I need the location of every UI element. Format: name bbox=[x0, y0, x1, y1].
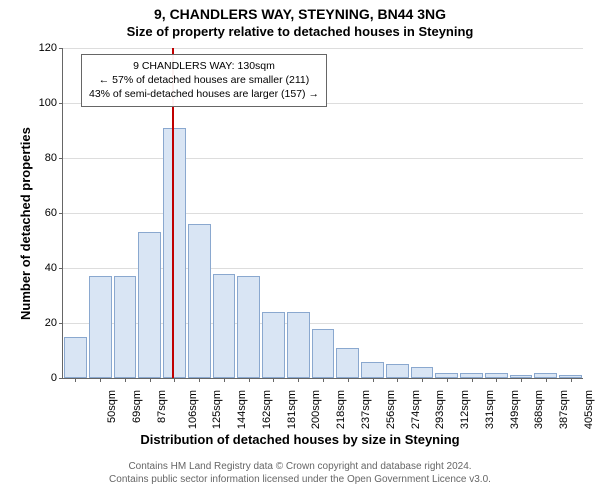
histogram-bar bbox=[188, 224, 211, 378]
y-tick-label: 40 bbox=[45, 262, 57, 274]
x-tick-mark bbox=[298, 378, 299, 382]
histogram-bar bbox=[89, 276, 112, 378]
x-tick-mark bbox=[348, 378, 349, 382]
y-tick-label: 120 bbox=[39, 42, 57, 54]
annotation-line-2: ← 57% of detached houses are smaller (21… bbox=[99, 74, 310, 86]
x-tick-label: 312sqm bbox=[459, 390, 471, 429]
y-tick-mark bbox=[59, 378, 63, 379]
grid-line bbox=[63, 213, 583, 214]
x-tick-label: 50sqm bbox=[106, 390, 118, 423]
grid-line bbox=[63, 158, 583, 159]
x-tick-label: 106sqm bbox=[187, 390, 199, 429]
x-axis-label: Distribution of detached houses by size … bbox=[0, 432, 600, 447]
x-tick-label: 162sqm bbox=[261, 390, 273, 429]
x-tick-mark bbox=[249, 378, 250, 382]
y-tick-mark bbox=[59, 103, 63, 104]
x-tick-mark bbox=[397, 378, 398, 382]
x-tick-label: 144sqm bbox=[236, 390, 248, 429]
grid-line bbox=[63, 48, 583, 49]
x-tick-mark bbox=[125, 378, 126, 382]
histogram-bar bbox=[411, 367, 434, 378]
x-tick-mark bbox=[224, 378, 225, 382]
page-title: 9, CHANDLERS WAY, STEYNING, BN44 3NG bbox=[0, 6, 600, 22]
x-tick-label: 87sqm bbox=[156, 390, 168, 423]
x-tick-mark bbox=[323, 378, 324, 382]
x-tick-label: 405sqm bbox=[583, 390, 595, 429]
y-tick-label: 60 bbox=[45, 207, 57, 219]
histogram-bar bbox=[386, 364, 409, 378]
y-tick-mark bbox=[59, 213, 63, 214]
histogram-bar bbox=[237, 276, 260, 378]
histogram-bar bbox=[163, 128, 186, 378]
x-tick-label: 368sqm bbox=[533, 390, 545, 429]
x-tick-mark bbox=[150, 378, 151, 382]
x-tick-mark bbox=[422, 378, 423, 382]
histogram-bar bbox=[336, 348, 359, 378]
x-tick-mark bbox=[521, 378, 522, 382]
x-tick-mark bbox=[199, 378, 200, 382]
x-tick-mark bbox=[273, 378, 274, 382]
histogram-bar bbox=[64, 337, 87, 378]
x-tick-label: 125sqm bbox=[212, 390, 224, 429]
x-tick-mark bbox=[472, 378, 473, 382]
x-tick-mark bbox=[174, 378, 175, 382]
footer-line-1: Contains HM Land Registry data © Crown c… bbox=[128, 461, 471, 472]
page-subtitle: Size of property relative to detached ho… bbox=[0, 24, 600, 39]
x-tick-label: 331sqm bbox=[484, 390, 496, 429]
y-tick-mark bbox=[59, 158, 63, 159]
x-tick-mark bbox=[447, 378, 448, 382]
x-tick-mark bbox=[373, 378, 374, 382]
footer-attribution: Contains HM Land Registry data © Crown c… bbox=[0, 460, 600, 486]
x-tick-label: 274sqm bbox=[410, 390, 422, 429]
annotation-box: 9 CHANDLERS WAY: 130sqm ← 57% of detached… bbox=[81, 54, 327, 107]
annotation-line-1: 9 CHANDLERS WAY: 130sqm bbox=[133, 60, 275, 72]
histogram-bar bbox=[114, 276, 137, 378]
histogram-bar bbox=[262, 312, 285, 378]
histogram-bar bbox=[287, 312, 310, 378]
y-tick-label: 100 bbox=[39, 97, 57, 109]
plot-area: 02040608010012050sqm69sqm87sqm106sqm125s… bbox=[62, 48, 583, 379]
x-tick-mark bbox=[75, 378, 76, 382]
y-axis-label: Number of detached properties bbox=[18, 127, 33, 320]
chart-container: 9, CHANDLERS WAY, STEYNING, BN44 3NG Siz… bbox=[0, 0, 600, 500]
x-tick-label: 69sqm bbox=[131, 390, 143, 423]
x-tick-label: 200sqm bbox=[311, 390, 323, 429]
annotation-line-3: 43% of semi-detached houses are larger (… bbox=[89, 88, 319, 100]
histogram-bar bbox=[361, 362, 384, 379]
histogram-bar bbox=[312, 329, 335, 379]
x-tick-mark bbox=[496, 378, 497, 382]
y-tick-label: 0 bbox=[51, 372, 57, 384]
x-tick-label: 387sqm bbox=[558, 390, 570, 429]
x-tick-mark bbox=[100, 378, 101, 382]
x-tick-label: 181sqm bbox=[286, 390, 298, 429]
x-tick-label: 293sqm bbox=[434, 390, 446, 429]
y-tick-label: 20 bbox=[45, 317, 57, 329]
y-tick-mark bbox=[59, 323, 63, 324]
y-tick-label: 80 bbox=[45, 152, 57, 164]
x-tick-label: 349sqm bbox=[509, 390, 521, 429]
x-tick-mark bbox=[571, 378, 572, 382]
histogram-bar bbox=[213, 274, 236, 379]
x-tick-mark bbox=[546, 378, 547, 382]
y-tick-mark bbox=[59, 268, 63, 269]
histogram-bar bbox=[138, 232, 161, 378]
x-tick-label: 256sqm bbox=[385, 390, 397, 429]
x-tick-label: 237sqm bbox=[360, 390, 372, 429]
y-tick-mark bbox=[59, 48, 63, 49]
footer-line-2: Contains public sector information licen… bbox=[109, 474, 491, 485]
x-tick-label: 218sqm bbox=[335, 390, 347, 429]
